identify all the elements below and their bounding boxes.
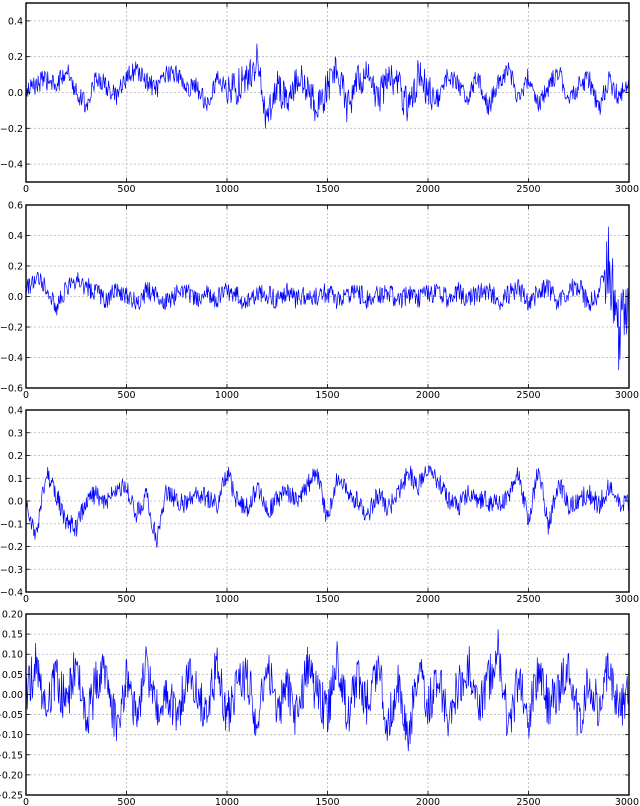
y-tick-label: −0.4: [0, 353, 23, 364]
y-tick-label: 0.2: [8, 262, 23, 273]
y-tick-label: 0.6: [8, 201, 23, 212]
x-tick-label: 2000: [416, 594, 440, 605]
x-tick-label: 1000: [215, 797, 239, 806]
x-tick-label: 1000: [215, 594, 239, 605]
x-tick-label: 1000: [215, 390, 239, 401]
y-tick-label: 0.4: [8, 406, 23, 417]
y-tick-label: −0.4: [0, 160, 23, 171]
x-tick-label: 1500: [315, 797, 339, 806]
y-tick-label: 0.1: [8, 474, 23, 485]
x-tick-label: 2500: [516, 184, 540, 195]
x-tick-label: 500: [117, 390, 135, 401]
y-tick-label: 0.15: [2, 630, 23, 641]
y-tick-label: 0.2: [8, 52, 23, 63]
x-tick-label: 3000: [615, 797, 639, 806]
y-tick-label: −0.1: [0, 519, 23, 530]
y-tick-label: −0.4: [0, 588, 23, 599]
x-tick-label: 500: [117, 594, 135, 605]
x-tick-label: 2000: [416, 184, 440, 195]
y-tick-label: −0.05: [0, 710, 23, 721]
x-tick-label: 1500: [315, 594, 339, 605]
x-tick-label: 2500: [516, 797, 540, 806]
y-tick-label: 0.2: [8, 451, 23, 462]
x-tick-label: 3000: [615, 390, 639, 401]
y-tick-label: −0.2: [0, 124, 23, 135]
x-tick-label: 2000: [416, 390, 440, 401]
data-series-line-3: [25, 465, 630, 549]
x-tick-label: 1500: [315, 184, 339, 195]
y-tick-label: 0.20: [2, 610, 23, 621]
x-tick-label: 0: [23, 390, 29, 401]
y-tick-label: −0.2: [0, 542, 23, 553]
x-tick-label: 2500: [516, 594, 540, 605]
y-tick-label: −0.2: [0, 323, 23, 334]
data-series-line-2: [25, 226, 630, 371]
x-tick-label: 3000: [615, 594, 639, 605]
x-tick-label: 2500: [516, 390, 540, 401]
y-tick-label: 0.0: [8, 497, 23, 508]
x-tick-label: 1500: [315, 390, 339, 401]
y-tick-label: −0.25: [0, 791, 23, 802]
y-tick-label: −0.6: [0, 384, 23, 395]
chart-panel-3: 0 500 1000 1500 2000 2500 3000 −0.4 −0.3 −0.2 −0.1…: [0, 406, 639, 606]
chart-panel-2: 0 500 1000 1500 2000 2500 3000 −0.6 −0.4 −0.2 0.0 0…: [0, 201, 639, 402]
y-tick-label: −0.15: [0, 750, 23, 761]
chart-panel-1: 0 500 1000 1500 2000 2500 3000 −0.4 −0.2 0.0 0.2 0.…: [0, 2, 639, 195]
y-tick-label: 0.00: [2, 690, 23, 701]
data-series-line-4: [25, 629, 630, 752]
x-tick-label: 500: [117, 184, 135, 195]
x-tick-label: 500: [117, 797, 135, 806]
x-tick-label: 0: [23, 184, 29, 195]
x-tick-label: 2000: [416, 797, 440, 806]
x-tick-label: 3000: [615, 184, 639, 195]
x-tick-label: 1000: [215, 184, 239, 195]
chart-panel-4: 0 500 1000 1500 2000 2500 3000 −0.25 −0.20 −0.15 −…: [0, 610, 639, 806]
y-tick-label: 0.0: [8, 292, 23, 303]
y-tick-label: 0.3: [8, 428, 23, 439]
x-tick-label: 0: [23, 594, 29, 605]
data-series-line-1: [25, 43, 630, 129]
y-tick-label: 0.10: [2, 650, 23, 661]
y-tick-label: 0.4: [8, 16, 23, 27]
y-tick-label: 0.0: [8, 88, 23, 99]
y-tick-label: 0.05: [2, 670, 23, 681]
x-tick-label: 0: [23, 797, 29, 806]
y-tick-label: −0.10: [0, 730, 23, 741]
y-tick-label: −0.3: [0, 565, 23, 576]
y-tick-label: 0.4: [8, 231, 23, 242]
y-tick-label: −0.20: [0, 770, 23, 781]
